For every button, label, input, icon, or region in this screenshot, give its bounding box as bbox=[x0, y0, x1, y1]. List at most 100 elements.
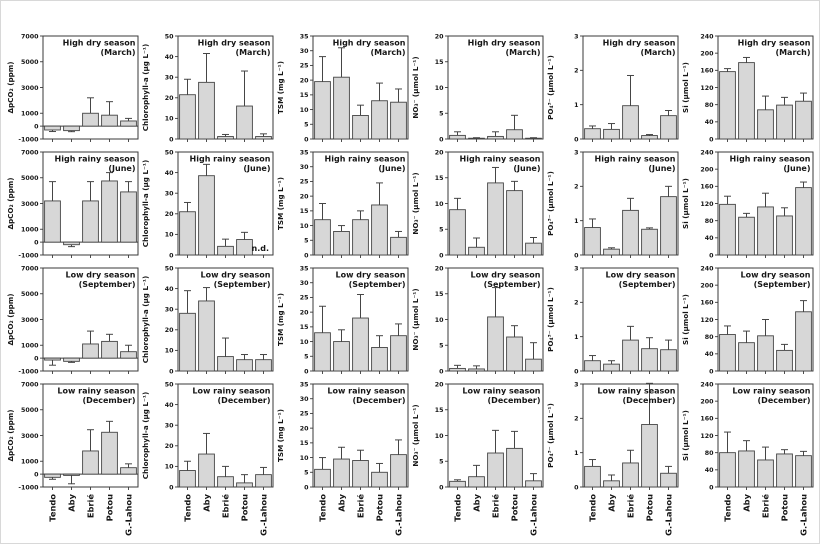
bar-Potou bbox=[776, 349, 793, 372]
x-category-label: G.-Lahou bbox=[529, 494, 539, 536]
y-tick-label: 15 bbox=[300, 440, 309, 447]
chart-subtitle: (June) bbox=[783, 164, 810, 173]
chart-cell-r0-c1: 0 10 20 30 40 50 High dry season (March) Chlorop… bbox=[140, 28, 275, 144]
y-tick-label: 20 bbox=[165, 327, 174, 334]
y-tick-label: 7000 bbox=[21, 33, 39, 40]
x-category-label: Aby bbox=[202, 493, 212, 511]
bar-Aby bbox=[333, 458, 350, 488]
bar-Aby bbox=[603, 363, 620, 372]
x-category-label: G.-Lahou bbox=[124, 494, 134, 536]
y-tick-label: 0 bbox=[169, 484, 174, 491]
chart-subtitle: (June) bbox=[108, 164, 135, 173]
y-tick-label: 20 bbox=[435, 265, 444, 272]
x-category-label: Potou bbox=[240, 494, 250, 521]
bar-G.-Lahou bbox=[120, 120, 137, 127]
chart-cell-r1-c5: 0 40 80 120 160 200 240 High rainy season (June)… bbox=[680, 144, 815, 260]
y-axis-label: PO₄³⁻ (µmol L⁻¹) bbox=[546, 403, 555, 468]
y-tick-label: 40 bbox=[705, 351, 714, 358]
bar-Ebrié bbox=[622, 105, 639, 140]
chart-title: High dry season bbox=[468, 39, 541, 48]
bar-chart-r2-c4: 0 1 2 3 Low dry season(September) PO₄³⁻ (µmol… bbox=[546, 265, 679, 375]
y-tick-label: 80 bbox=[705, 450, 714, 457]
bar-Ebrié bbox=[757, 459, 774, 488]
y-tick-label: 80 bbox=[705, 334, 714, 341]
chart-subtitle: (September) bbox=[79, 280, 136, 289]
chart-subtitle: (December) bbox=[758, 396, 811, 405]
y-tick-label: 3000 bbox=[21, 433, 39, 440]
bar-G.-Lahou bbox=[390, 101, 407, 140]
chart-title: High rainy season bbox=[190, 155, 271, 164]
bar-G.-Lahou bbox=[660, 472, 677, 488]
bar-Potou bbox=[641, 135, 658, 140]
x-category-label: Ebrié bbox=[626, 494, 636, 519]
chart-title: High dry season bbox=[198, 39, 271, 48]
y-axis-label: NO₃⁻ (µmol L⁻¹) bbox=[411, 172, 420, 234]
bar-Aby bbox=[738, 450, 755, 488]
y-tick-label: 1 bbox=[574, 102, 578, 109]
y-tick-label: 5 bbox=[304, 238, 308, 245]
y-axis-label: NO₃⁻ (µmol L⁻¹) bbox=[411, 56, 420, 118]
bar-G.-Lahou bbox=[255, 474, 272, 488]
y-axis-label: PO₄³⁻ (µmol L⁻¹) bbox=[546, 55, 555, 120]
y-axis-label: ΔpCO₂ (ppm) bbox=[6, 409, 15, 461]
bar-Ebrié bbox=[622, 209, 639, 256]
bar-Ebrié bbox=[487, 182, 504, 256]
bar-Aby bbox=[63, 241, 80, 246]
bar-G.-Lahou bbox=[660, 115, 677, 140]
y-tick-label: 30 bbox=[165, 75, 174, 82]
y-tick-label: 35 bbox=[300, 33, 309, 40]
bar-G.-Lahou bbox=[255, 359, 272, 372]
bar-Ebrié bbox=[487, 452, 504, 488]
chart-subtitle: (March) bbox=[100, 48, 135, 57]
bar-Potou bbox=[371, 204, 388, 256]
chart-subtitle: (December) bbox=[353, 396, 406, 405]
y-tick-label: 160 bbox=[700, 68, 714, 75]
y-tick-label: 3000 bbox=[21, 201, 39, 208]
y-tick-label: 240 bbox=[700, 265, 714, 272]
bar-Tendo bbox=[719, 334, 736, 372]
y-tick-label: 20 bbox=[300, 425, 309, 432]
bar-G.-Lahou bbox=[795, 187, 812, 256]
y-tick-label: 200 bbox=[700, 282, 714, 289]
y-tick-label: 25 bbox=[300, 295, 309, 302]
y-tick-label: 15 bbox=[300, 92, 309, 99]
bar-Tendo bbox=[314, 219, 331, 256]
y-tick-label: 0 bbox=[304, 368, 309, 375]
bar-Tendo bbox=[314, 332, 331, 372]
chart-cell-r0-c2: 0 5 10 15 20 25 30 35 High dry season (March) TSM … bbox=[275, 28, 410, 144]
chart-cell-r1-c0: -1000 0 1000 3000 5000 7000 High rainy season(… bbox=[5, 144, 140, 260]
bar-Ebrié bbox=[217, 245, 234, 256]
y-tick-label: 5 bbox=[439, 111, 443, 118]
bar-Potou bbox=[371, 100, 388, 140]
y-tick-label: 10 bbox=[435, 433, 444, 440]
charts-grid: -1000 0 1000 3000 5000 7000 High dry season (Ma… bbox=[5, 28, 815, 544]
y-tick-label: 120 bbox=[700, 85, 714, 92]
bar-G.-Lahou bbox=[390, 454, 407, 488]
y-tick-label: -1000 bbox=[18, 136, 39, 143]
bar-Ebrié bbox=[217, 136, 234, 140]
bar-Potou bbox=[776, 104, 793, 140]
y-tick-label: 240 bbox=[700, 149, 714, 156]
bar-Potou bbox=[641, 348, 658, 372]
bar-Ebrié bbox=[757, 335, 774, 372]
y-tick-label: 10 bbox=[165, 116, 174, 123]
chart-cell-r2-c3: 0 5 10 15 20 Low dry season (September) NO₃⁻ (µ… bbox=[410, 260, 545, 376]
bar-Tendo bbox=[44, 357, 61, 361]
y-tick-label: 2 bbox=[574, 416, 578, 423]
chart-subtitle: (June) bbox=[648, 164, 675, 173]
y-axis-label: Si (µmol L⁻¹) bbox=[681, 178, 690, 229]
bar-chart-r0-c2: 0 5 10 15 20 25 30 35 High dry season(March) TSM … bbox=[276, 33, 409, 143]
y-tick-label: 0 bbox=[304, 484, 309, 491]
bar-Ebrié bbox=[757, 206, 774, 256]
x-category-label: Tendo bbox=[588, 494, 598, 522]
y-tick-label: 5000 bbox=[21, 175, 39, 182]
y-tick-label: 0 bbox=[574, 368, 579, 375]
bar-chart-r3-c4: 0 1 2 3 Low rainy season(December) PO₄³⁻ (µmo… bbox=[546, 381, 679, 536]
bar-Potou bbox=[101, 180, 118, 243]
y-tick-label: 10 bbox=[300, 455, 309, 462]
y-tick-label: 1 bbox=[574, 450, 578, 457]
bar-chart-r1-c2: 0 5 10 15 20 25 30 35 High rainy season(June) TSM… bbox=[276, 149, 409, 259]
chart-title: Low dry season bbox=[741, 271, 811, 280]
chart-title: Low rainy season bbox=[192, 387, 270, 396]
chart-title: High dry season bbox=[738, 39, 811, 48]
